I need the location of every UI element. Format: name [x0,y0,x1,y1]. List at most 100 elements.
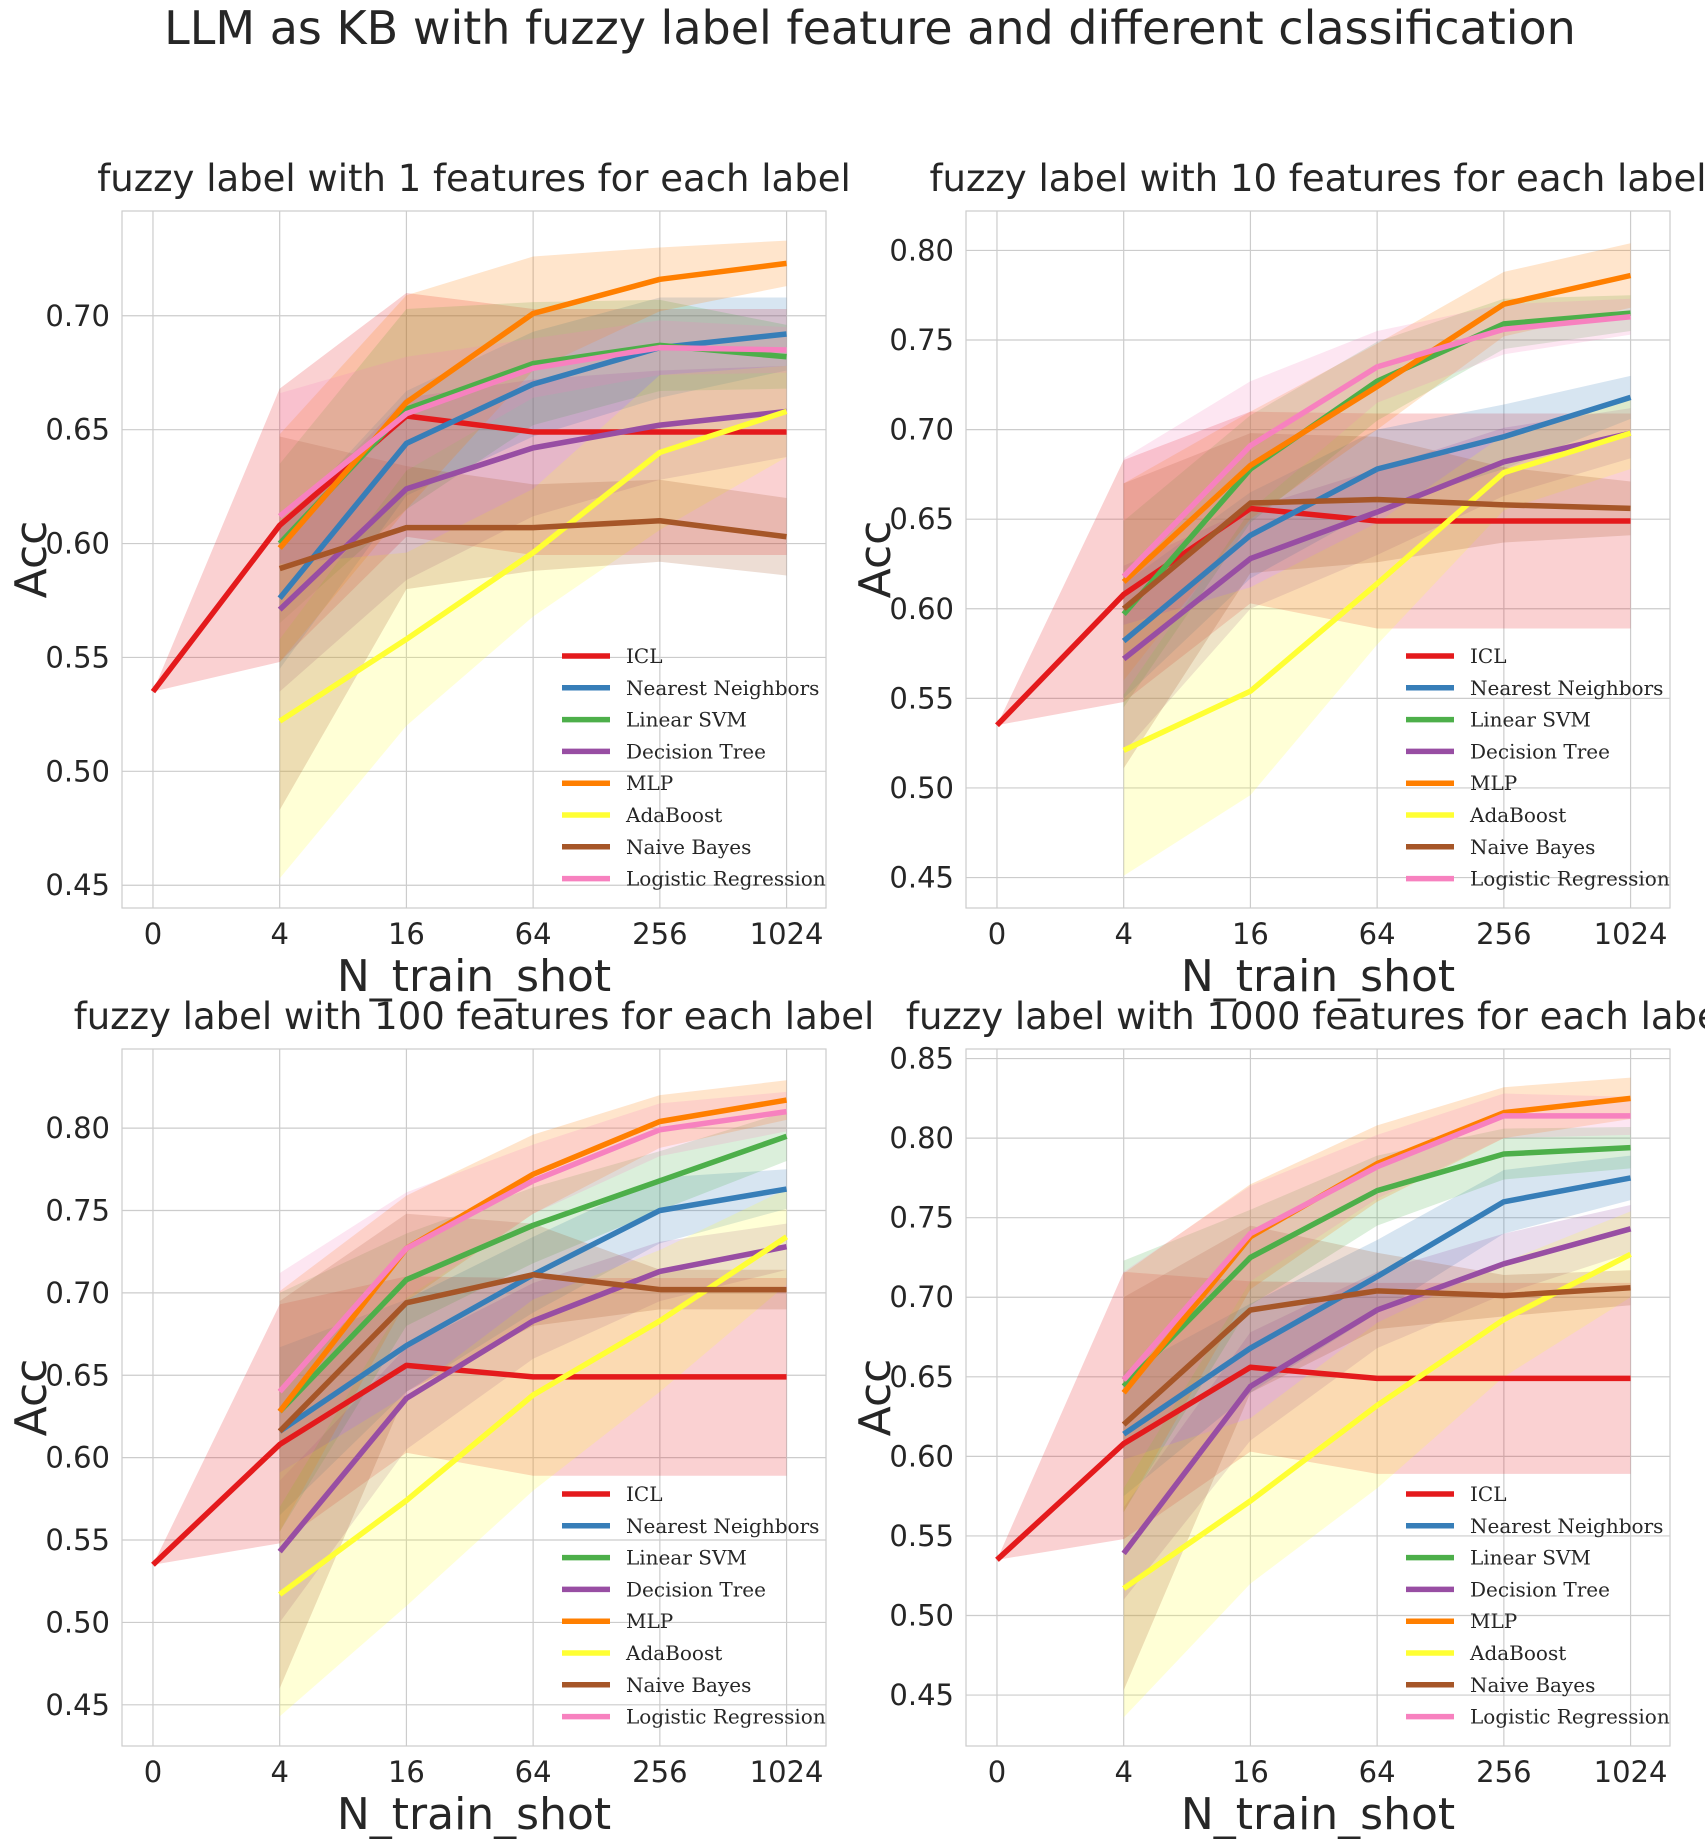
y-tick-label: 0.70 [45,299,110,333]
x-tick-label: 1024 [750,917,824,951]
legend-label-nearest-neighbors: Nearest Neighbors [626,676,819,700]
x-tick-label: 1024 [750,1755,824,1789]
plot-area [122,211,826,908]
subplot-10-features: 0 4 16 64 256 1024 0.45 0.50 0.55 0.60 0.65 0.70 0.7… [850,157,1705,1002]
legend-label-decision-tree: Decision Tree [1470,1577,1610,1601]
y-tick-label: 0.75 [45,1193,110,1227]
plot-frame [121,1048,827,1747]
series-line-naive-bayes [1121,496,1631,611]
legend-label-logistic-regression: Logistic Regression [626,867,826,891]
x-tick-label: 16 [388,1755,425,1789]
band-logistic-regression [1123,1093,1631,1489]
x-tick-label: 4 [1114,917,1132,951]
legend-label-mlp: MLP [626,1609,673,1633]
x-tick-label: 4 [270,1755,288,1789]
y-tick-label: 0.75 [889,1201,954,1235]
y-tick-label: 0.65 [889,502,954,536]
series-line-decision-tree [1121,430,1632,662]
band-naive-bayes [1123,433,1631,769]
plot-frame [965,210,1671,909]
legend-label-naive-bayes: Naive Bayes [626,1673,751,1697]
legend-label-naive-bayes: Naive Bayes [1470,835,1595,859]
legend-label-icl: ICL [626,1482,662,1506]
x-tick-label: 4 [270,917,288,951]
plot-frame [121,210,827,909]
legend-label-nearest-neighbors: Nearest Neighbors [1470,676,1663,700]
series-line-naive-bayes [277,1271,787,1434]
legend-label-adaboost: AdaBoost [625,1641,722,1665]
subplot-1-features: 0 4 16 64 256 1024 0.45 0.50 0.55 0.60 0.65 0.70 N_t… [6,157,851,1002]
x-tick-label: 64 [1359,917,1396,951]
subplot-title: fuzzy label with 1000 features for each … [906,995,1705,1038]
series-line-nearest-neighbors [277,331,787,600]
legend-label-linear-svm: Linear SVM [1470,1546,1591,1570]
y-tick-label: 0.75 [889,323,954,357]
series-line-linear-svm [1121,1144,1631,1389]
legend-label-icl: ICL [1470,644,1506,668]
series-line-naive-bayes [1121,1284,1631,1427]
series-line-mlp [1121,272,1632,584]
x-tick-label: 64 [515,917,552,951]
legend-label-decision-tree: Decision Tree [626,739,766,763]
series-line-linear-svm [1121,310,1631,616]
y-tick-label: 0.55 [45,1523,110,1557]
x-axis-label: N_train_shot [1181,1789,1455,1839]
band-linear-svm [1123,1126,1631,1513]
series-line-naive-bayes [278,518,787,572]
series-line-icl [995,1364,1631,1562]
band-logistic-regression [279,1091,787,1508]
x-tick-label: 16 [1232,917,1269,951]
legend: ICL Nearest Neighbors Linear SVM Decision T… [1406,1482,1670,1729]
series-line-mlp [1121,1095,1631,1395]
band-decision-tree [1123,408,1631,753]
legend-label-mlp: MLP [1470,1609,1517,1633]
x-axis-label: N_train_shot [337,1789,611,1839]
legend-label-logistic-regression: Logistic Regression [626,1705,826,1729]
y-tick-label: 0.60 [45,527,110,561]
x-tick-label: 1024 [1594,917,1668,951]
subplot-100-features: 0 4 16 64 256 1024 0.45 0.50 0.55 0.60 0.65 0.70 0.7… [6,995,874,1839]
series-line-adaboost [278,408,788,724]
legend-label-icl: ICL [1470,1482,1506,1506]
legend-label-logistic-regression: Logistic Regression [1470,867,1670,891]
y-tick-label: 0.45 [889,861,954,895]
series-line-logistic-regression [1121,1113,1631,1382]
band-logistic-regression [1123,298,1631,695]
legend-label-decision-tree: Decision Tree [626,1577,766,1601]
legend: ICL Nearest Neighbors Linear SVM Decision T… [1406,644,1670,891]
series-line-nearest-neighbors [1121,394,1632,644]
x-tick-label: 64 [1359,1755,1396,1789]
band-icl [152,1276,787,1565]
x-tick-label: 256 [632,917,687,951]
series-line-icl [150,413,787,694]
subplot-title: fuzzy label with 1 features for each lab… [97,157,851,200]
y-tick-label: 0.60 [889,592,954,626]
series-line-icl [995,505,1631,728]
plot-area [966,1049,1670,1746]
y-tick-label: 0.45 [889,1678,954,1712]
legend-label-mlp: MLP [1470,771,1517,795]
band-adaboost [1123,1211,1631,1718]
band-adaboost [1123,397,1631,876]
legend-label-mlp: MLP [626,771,673,795]
y-axis-label: Acc [6,521,57,599]
legend-label-adaboost: AdaBoost [625,803,722,827]
series-line-adaboost [1122,430,1632,753]
series-line-adaboost [1122,1251,1632,1591]
series-line-linear-svm [277,1133,788,1414]
x-axis-label: N_train_shot [337,951,611,1002]
x-tick-label: 256 [1476,1755,1531,1789]
legend-label-adaboost: AdaBoost [1469,1641,1566,1665]
series-line-decision-tree [277,408,787,612]
legend-label-naive-bayes: Naive Bayes [1470,1673,1595,1697]
y-tick-label: 0.55 [889,1519,954,1553]
x-axis-label: N_train_shot [1181,951,1455,1002]
y-tick-label: 0.60 [45,1441,110,1475]
y-tick-label: 0.55 [889,681,954,715]
y-tick-label: 0.80 [45,1111,110,1145]
series-line-decision-tree [1121,1226,1632,1556]
y-tick-label: 0.70 [889,1280,954,1314]
series-line-icl [151,1362,787,1567]
y-tick-label: 0.65 [45,413,110,447]
